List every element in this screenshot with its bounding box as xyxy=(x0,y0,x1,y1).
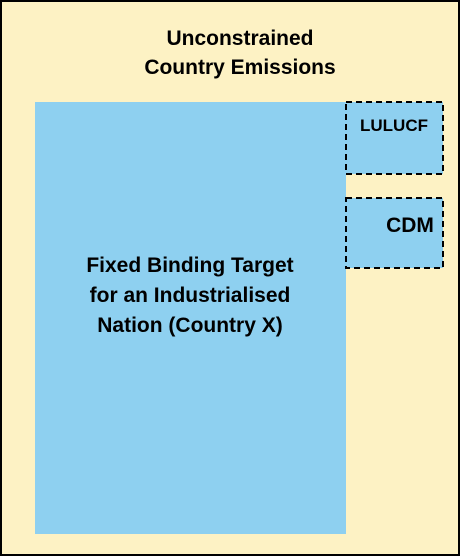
main-box-line: for an Industrialised xyxy=(90,284,291,307)
main-box xyxy=(35,102,346,534)
main-box-line: Nation (Country X) xyxy=(97,314,282,337)
side-box xyxy=(345,101,444,175)
main-box-line: Fixed Binding Target xyxy=(86,254,293,277)
title-line: Unconstrained xyxy=(166,27,313,50)
side-box-label: LULUCF xyxy=(360,116,428,135)
title-line: Country Emissions xyxy=(144,56,335,79)
side-box xyxy=(345,197,444,269)
side-box-label: CDM xyxy=(386,214,434,237)
